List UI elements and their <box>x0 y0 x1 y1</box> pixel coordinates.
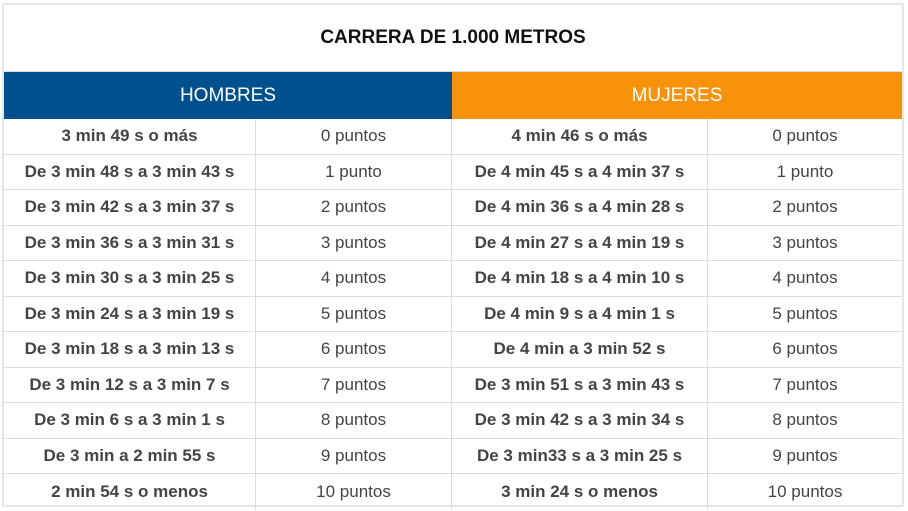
men-time-cell: De 3 min 30 s a 3 min 25 s <box>4 261 256 296</box>
men-points-cell: 1 punto <box>256 154 452 189</box>
men-points-cell: 3 puntos <box>256 225 452 260</box>
table-row: 3 min 49 s o más 0 puntos 4 min 46 s o más… <box>4 119 902 155</box>
men-points-cell: 6 puntos <box>256 332 452 367</box>
women-time-cell: De 4 min 36 s a 4 min 28 s <box>452 190 708 225</box>
women-time-cell: De 4 min 45 s a 4 min 37 s <box>452 154 708 189</box>
table-body: 3 min 49 s o más 0 puntos 4 min 46 s o más… <box>4 119 902 510</box>
men-points-cell: 9 puntos <box>256 438 452 473</box>
women-points-cell: 5 puntos <box>772 303 838 323</box>
men-points-cell: 10 puntos <box>256 474 452 510</box>
men-points-cell: 4 puntos <box>256 261 452 296</box>
women-points-cell: 0 puntos <box>772 126 838 146</box>
women-time-cell: De 3 min 51 s a 3 min 43 s <box>452 367 708 402</box>
men-time-cell: De 3 min 18 s a 3 min 13 s <box>4 332 256 367</box>
women-points-cell: 10 puntos <box>767 481 843 501</box>
men-time-cell: De 3 min 42 s a 3 min 37 s <box>4 190 256 225</box>
women-points-cell: 3 puntos <box>772 232 838 252</box>
women-points-cell: 4 puntos <box>772 268 838 288</box>
women-points-cell: 7 puntos <box>772 374 838 394</box>
scoring-table: CARRERA DE 1.000 METROS HOMBRES MUJERES … <box>2 3 904 510</box>
men-points-cell: 2 puntos <box>256 190 452 225</box>
women-points-cell: 1 punto <box>776 161 834 181</box>
men-time-cell: De 3 min 36 s a 3 min 31 s <box>4 225 256 260</box>
women-points-cell: 6 puntos <box>772 339 838 359</box>
table-row: 2 min 54 s o menos 10 puntos 3 min 24 s o … <box>4 474 902 510</box>
men-time-cell: De 3 min 48 s a 3 min 43 s <box>4 154 256 189</box>
women-points-cell: 2 puntos <box>772 197 838 217</box>
women-time-cell: De 4 min a 3 min 52 s <box>452 332 708 367</box>
women-points-cell: 9 puntos <box>772 445 838 465</box>
men-time-cell: 3 min 49 s o más <box>4 119 256 154</box>
table-title: CARRERA DE 1.000 METROS <box>4 5 902 72</box>
men-points-cell: 0 puntos <box>256 119 452 154</box>
women-time-cell: De 3 min33 s a 3 min 25 s <box>452 438 708 473</box>
men-time-cell: De 3 min a 2 min 55 s <box>4 438 256 473</box>
women-points-cell: 8 puntos <box>772 410 838 430</box>
men-time-cell: 2 min 54 s o menos <box>4 474 256 510</box>
women-header: MUJERES <box>452 72 902 119</box>
women-time-cell: De 4 min 27 s a 4 min 19 s <box>452 225 708 260</box>
men-points-cell: 8 puntos <box>256 403 452 438</box>
women-time-cell: De 3 min 42 s a 3 min 34 s <box>452 403 708 438</box>
men-time-cell: De 3 min 6 s a 3 min 1 s <box>4 403 256 438</box>
women-time-cell: 4 min 46 s o más <box>452 119 708 154</box>
women-time-cell: De 4 min 9 s a 4 min 1 s <box>452 296 708 331</box>
women-time-cell: De 4 min 18 s a 4 min 10 s <box>452 261 708 296</box>
header-row: HOMBRES MUJERES <box>4 72 902 119</box>
men-points-cell: 7 puntos <box>256 367 452 402</box>
women-time-cell: 3 min 24 s o menos <box>452 474 708 510</box>
men-header: HOMBRES <box>4 72 452 119</box>
men-points-cell: 5 puntos <box>256 296 452 331</box>
men-time-cell: De 3 min 12 s a 3 min 7 s <box>4 367 256 402</box>
men-time-cell: De 3 min 24 s a 3 min 19 s <box>4 296 256 331</box>
